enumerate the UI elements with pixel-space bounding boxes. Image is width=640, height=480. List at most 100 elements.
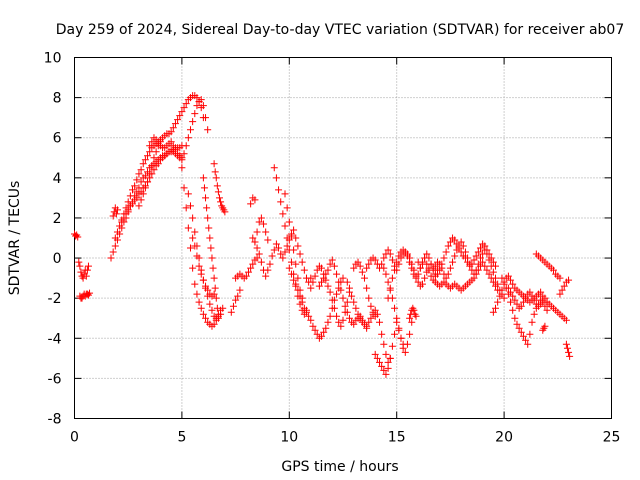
data-point xyxy=(459,242,467,250)
data-point xyxy=(205,224,213,232)
data-point xyxy=(244,268,252,276)
data-point xyxy=(320,274,328,282)
data-point xyxy=(210,290,218,298)
data-point xyxy=(507,288,515,296)
data-point xyxy=(307,274,315,282)
data-point xyxy=(511,314,519,322)
data-point xyxy=(388,342,396,350)
data-point xyxy=(429,266,437,274)
data-point xyxy=(221,208,229,216)
data-point xyxy=(406,330,414,338)
data-point xyxy=(253,244,261,252)
data-point xyxy=(391,330,399,338)
data-point xyxy=(270,164,278,172)
data-point xyxy=(290,276,298,284)
data-point xyxy=(492,274,500,282)
data-point xyxy=(472,266,480,274)
plot-frame xyxy=(74,57,612,419)
data-point xyxy=(378,330,386,338)
data-point xyxy=(485,256,493,264)
data-point xyxy=(479,258,487,266)
series-t6 xyxy=(118,96,212,226)
series-t43 xyxy=(562,340,574,360)
data-point xyxy=(333,290,341,298)
data-point xyxy=(211,284,219,292)
data-point xyxy=(341,302,349,310)
data-point xyxy=(285,264,293,272)
data-point xyxy=(451,236,459,244)
data-point xyxy=(182,142,190,150)
data-point xyxy=(384,294,392,302)
data-point xyxy=(446,264,454,272)
data-point xyxy=(262,272,270,280)
data-point xyxy=(519,332,527,340)
data-point xyxy=(122,210,130,218)
data-point xyxy=(470,270,478,278)
data-point xyxy=(363,264,371,272)
data-point xyxy=(343,298,351,306)
data-point xyxy=(184,224,192,232)
data-point xyxy=(507,276,515,284)
data-point xyxy=(472,252,480,260)
data-point xyxy=(406,314,414,322)
data-point xyxy=(326,312,334,320)
data-point xyxy=(200,184,208,192)
data-point xyxy=(489,308,497,316)
data-point xyxy=(541,302,549,310)
data-point xyxy=(328,296,336,304)
data-point xyxy=(444,270,452,278)
series-t18 xyxy=(249,226,315,286)
data-point xyxy=(197,96,205,104)
data-point xyxy=(111,242,119,250)
data-point xyxy=(326,260,334,268)
data-point xyxy=(171,120,179,128)
data-point xyxy=(302,308,310,316)
data-point xyxy=(391,304,399,312)
data-point xyxy=(287,232,295,240)
data-point xyxy=(444,242,452,250)
data-point xyxy=(137,178,145,186)
chart-title: Day 259 of 2024, Sidereal Day-to-day VTE… xyxy=(56,22,625,38)
data-point xyxy=(408,318,416,326)
data-point xyxy=(528,292,536,300)
data-point xyxy=(384,358,392,366)
data-point xyxy=(442,248,450,256)
series-t11 xyxy=(189,234,218,300)
data-point xyxy=(427,260,435,268)
data-point xyxy=(193,252,201,260)
data-point xyxy=(167,128,175,136)
data-point xyxy=(406,258,414,266)
data-point xyxy=(328,256,336,264)
series-t21 xyxy=(285,264,347,342)
data-point xyxy=(199,310,207,318)
data-point xyxy=(189,264,197,272)
data-point xyxy=(492,304,500,312)
data-point xyxy=(391,266,399,274)
data-point xyxy=(360,274,368,282)
data-point xyxy=(365,260,373,268)
data-point xyxy=(292,234,300,242)
data-point xyxy=(343,308,351,316)
data-point xyxy=(208,306,216,314)
data-point xyxy=(266,260,274,268)
data-point xyxy=(451,252,459,260)
data-point xyxy=(128,200,136,208)
data-point xyxy=(365,294,373,302)
data-point xyxy=(517,328,525,336)
data-point xyxy=(257,214,265,222)
data-point xyxy=(376,264,384,272)
data-point xyxy=(133,194,141,202)
data-point xyxy=(300,266,308,274)
data-point xyxy=(313,330,321,338)
data-point xyxy=(470,256,478,264)
data-point xyxy=(378,362,386,370)
data-point xyxy=(279,210,287,218)
y-tick-label: 8 xyxy=(53,91,62,107)
data-point xyxy=(388,274,396,282)
series-t37 xyxy=(498,274,551,348)
data-point xyxy=(386,250,394,258)
data-point xyxy=(202,194,210,202)
data-point xyxy=(217,198,225,206)
data-point xyxy=(292,260,300,268)
data-point xyxy=(281,190,289,198)
